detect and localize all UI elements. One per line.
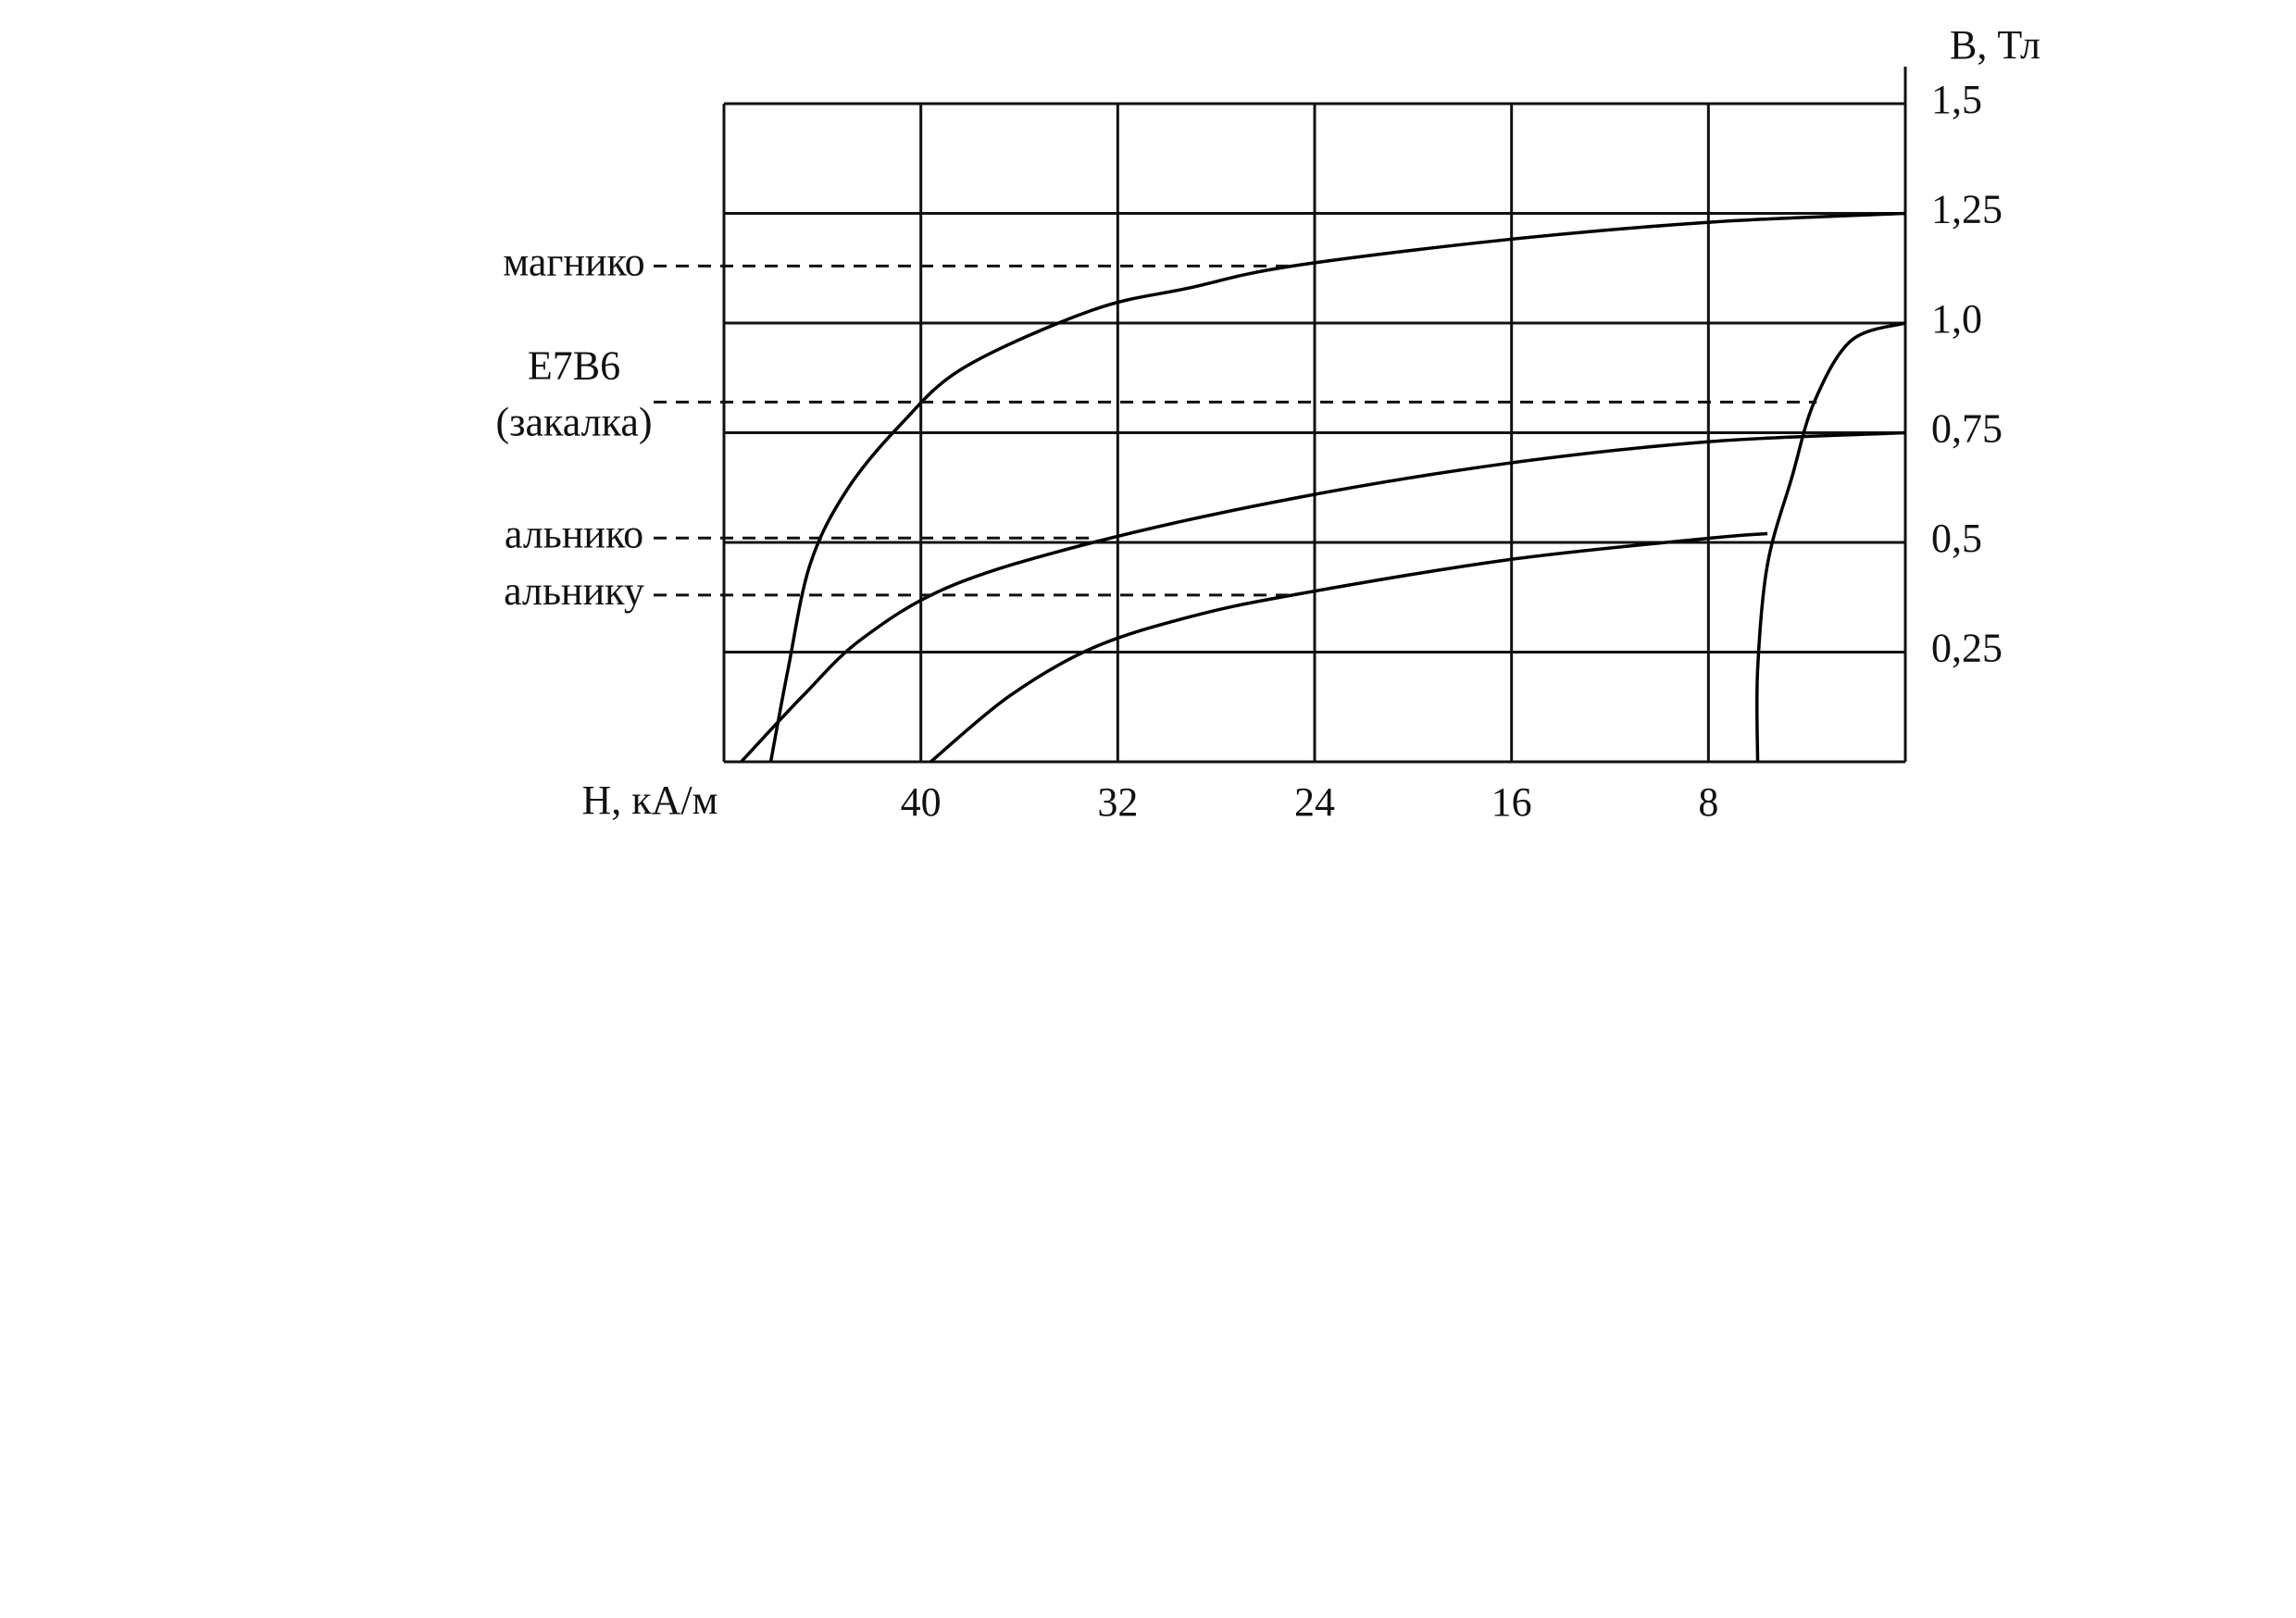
annotation-label: альнико bbox=[505, 511, 643, 556]
x-tick-label: 8 bbox=[1698, 779, 1718, 825]
x-tick-label: 40 bbox=[901, 779, 942, 825]
annotation-label: E7B6 bbox=[528, 342, 620, 388]
curve bbox=[740, 430, 1906, 764]
x-tick-label: 24 bbox=[1294, 779, 1335, 825]
x-axis-label: H, кА/м bbox=[582, 778, 718, 823]
x-tick-label: 32 bbox=[1097, 779, 1138, 825]
curve bbox=[768, 211, 1906, 763]
annotation-label: альнику bbox=[504, 568, 644, 614]
y-axis-label: B, Тл bbox=[1950, 22, 2040, 68]
curve bbox=[930, 531, 1768, 764]
y-tick-label: 1,25 bbox=[1931, 187, 2003, 232]
annotation-label: (закалка) bbox=[495, 399, 652, 444]
annotation-label: магнико bbox=[503, 239, 644, 284]
y-tick-label: 1,0 bbox=[1931, 296, 1982, 342]
y-tick-label: 0,5 bbox=[1931, 516, 1982, 561]
curve bbox=[1754, 321, 1906, 763]
y-tick-label: 0,75 bbox=[1931, 406, 2003, 452]
y-tick-label: 1,5 bbox=[1931, 77, 1982, 122]
y-tick-label: 0,25 bbox=[1931, 626, 2003, 671]
x-tick-label: 16 bbox=[1491, 779, 1532, 825]
